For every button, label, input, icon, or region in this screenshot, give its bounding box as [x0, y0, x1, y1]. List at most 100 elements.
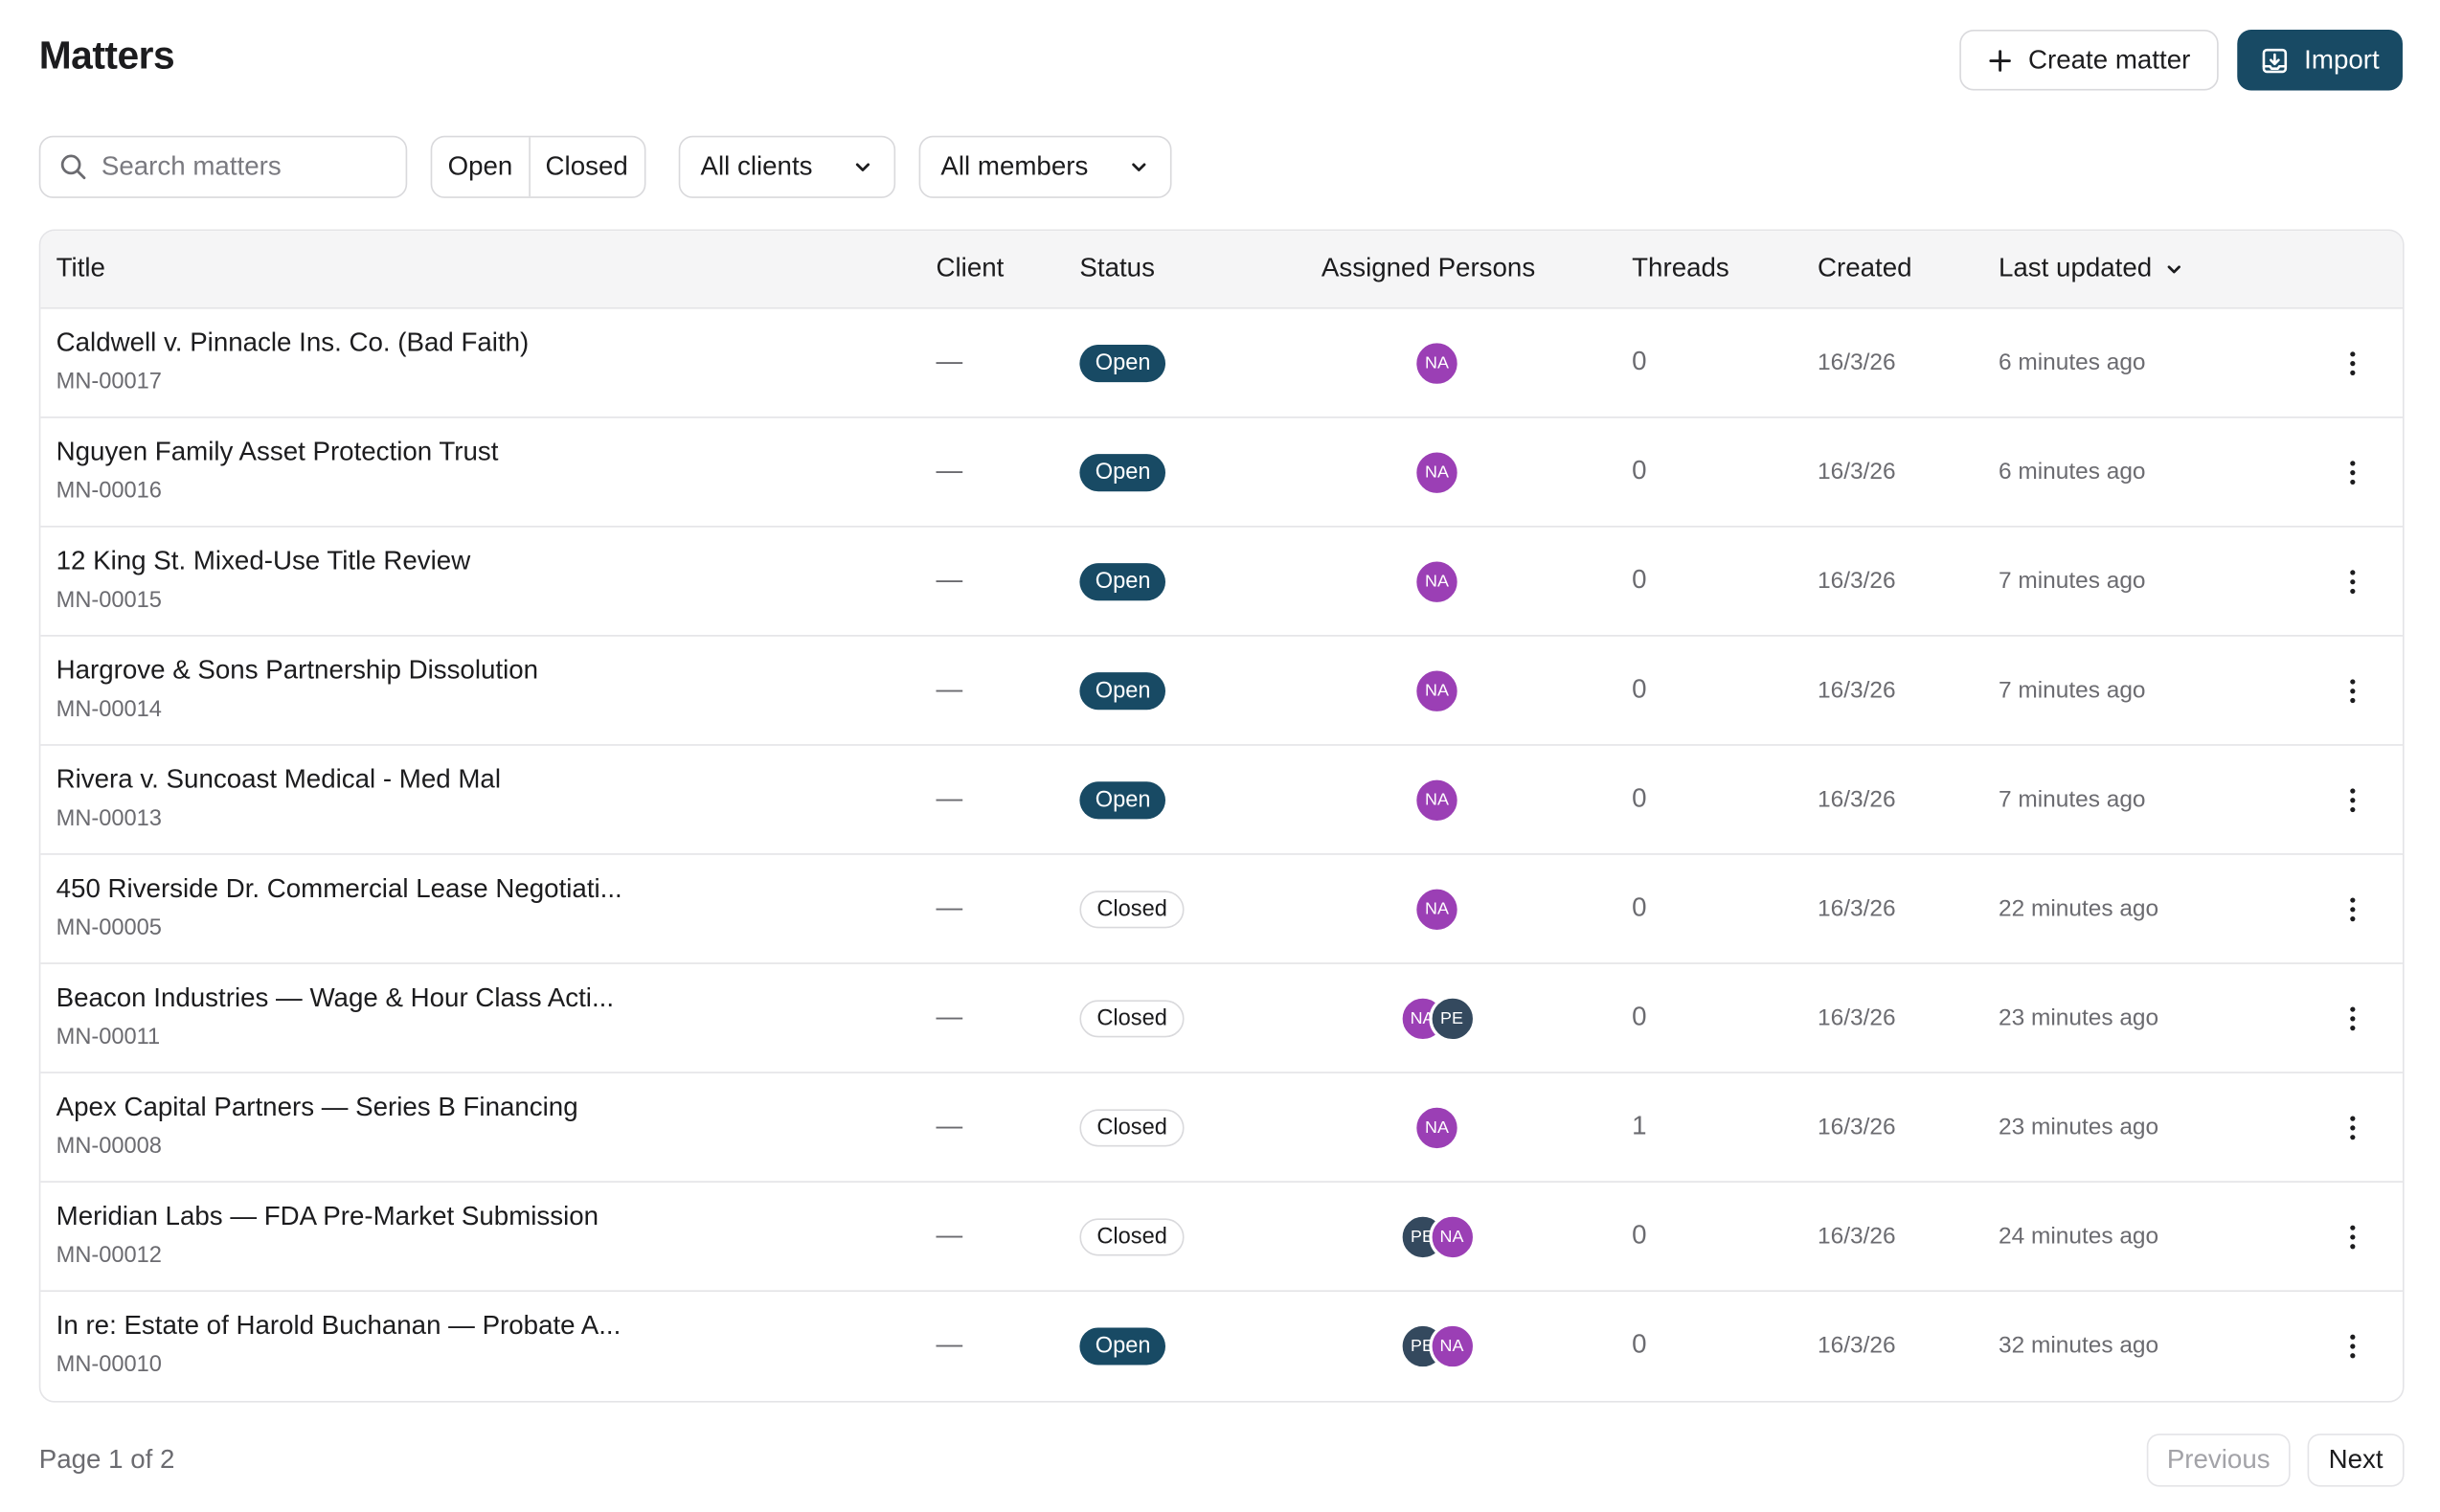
more-vertical-icon	[2350, 1006, 2356, 1031]
column-header-created[interactable]: Created	[1818, 252, 1912, 282]
row-menu-button[interactable]	[2338, 1329, 2369, 1364]
matter-title[interactable]: Rivera v. Suncoast Medical - Med Mal	[56, 764, 501, 795]
table-row[interactable]: Apex Capital Partners — Series B Financi…	[40, 1073, 2403, 1183]
table-row[interactable]: Rivera v. Suncoast Medical - Med Mal MN-0…	[40, 746, 2403, 855]
table-row[interactable]: Meridian Labs — FDA Pre-Market Submissio…	[40, 1183, 2403, 1292]
pagination-info: Page 1 of 2	[38, 1444, 175, 1475]
created-date: 16/3/26	[1818, 349, 1896, 376]
more-vertical-icon	[2350, 570, 2356, 595]
row-menu-button[interactable]	[2338, 1220, 2369, 1254]
table-row[interactable]: Beacon Industries — Wage & Hour Class Ac…	[40, 964, 2403, 1073]
more-vertical-icon	[2350, 679, 2356, 704]
assigned-avatars: NA	[1413, 886, 1460, 934]
threads-count: 0	[1632, 782, 1647, 813]
plus-icon	[1989, 49, 2011, 71]
column-header-title[interactable]: Title	[56, 252, 105, 282]
matter-title[interactable]: Nguyen Family Asset Protection Trust	[56, 437, 499, 467]
column-header-last-updated[interactable]: Last updated	[1999, 253, 2184, 284]
table-row[interactable]: Caldwell v. Pinnacle Ins. Co. (Bad Faith…	[40, 309, 2403, 418]
threads-count: 0	[1632, 1329, 1647, 1360]
status-badge: Closed	[1079, 891, 1185, 929]
matter-title[interactable]: Caldwell v. Pinnacle Ins. Co. (Bad Faith…	[56, 327, 530, 358]
search-icon	[60, 154, 86, 180]
matter-id: MN-00012	[56, 1243, 162, 1269]
avatar: NA	[1428, 1213, 1476, 1261]
matter-title[interactable]: Meridian Labs — FDA Pre-Market Submissio…	[56, 1201, 599, 1231]
assigned-avatars: NA	[1413, 777, 1460, 824]
threads-count: 0	[1632, 673, 1647, 704]
row-menu-button[interactable]	[2338, 892, 2369, 927]
client-value: —	[936, 564, 963, 595]
threads-count: 1	[1632, 1110, 1647, 1140]
threads-count: 0	[1632, 1220, 1647, 1250]
client-value: —	[936, 1110, 963, 1140]
more-vertical-icon	[2350, 897, 2356, 922]
status-closed-option[interactable]: Closed	[528, 137, 644, 197]
column-header-threads[interactable]: Threads	[1632, 252, 1729, 282]
table-row[interactable]: 12 King St. Mixed-Use Title Review MN-000…	[40, 528, 2403, 637]
import-button[interactable]: Import	[2237, 29, 2403, 91]
matter-id: MN-00010	[56, 1352, 162, 1378]
assigned-avatars: NA	[1413, 340, 1460, 388]
last-updated: 24 minutes ago	[1999, 1223, 2159, 1250]
clients-filter-dropdown[interactable]: All clients	[678, 135, 896, 198]
row-menu-button[interactable]	[2338, 1002, 2369, 1036]
status-badge: Closed	[1079, 1000, 1185, 1038]
matter-id: MN-00016	[56, 479, 162, 505]
more-vertical-icon	[2350, 1225, 2356, 1250]
matter-title[interactable]: 12 King St. Mixed-Use Title Review	[56, 546, 471, 576]
members-filter-label: All members	[940, 151, 1089, 181]
table-row[interactable]: Nguyen Family Asset Protection Trust MN-0…	[40, 418, 2403, 528]
row-menu-button[interactable]	[2338, 456, 2369, 490]
create-matter-label: Create matter	[2028, 44, 2191, 75]
matter-title[interactable]: Beacon Industries — Wage & Hour Class Ac…	[56, 982, 615, 1013]
table-row[interactable]: In re: Estate of Harold Buchanan — Proba…	[40, 1292, 2403, 1401]
column-header-client[interactable]: Client	[936, 252, 1005, 282]
matter-id: MN-00011	[56, 1025, 161, 1050]
next-page-button[interactable]: Next	[2307, 1433, 2405, 1487]
status-badge: Open	[1079, 672, 1166, 711]
table-row[interactable]: Hargrove & Sons Partnership Dissolution M…	[40, 637, 2403, 746]
search-box[interactable]	[38, 135, 408, 198]
members-filter-dropdown[interactable]: All members	[918, 135, 1172, 198]
avatar: NA	[1413, 886, 1460, 934]
avatar: PE	[1428, 995, 1476, 1043]
row-menu-button[interactable]	[2338, 674, 2369, 709]
threads-count: 0	[1632, 564, 1647, 595]
row-menu-button[interactable]	[2338, 347, 2369, 381]
matter-id: MN-00008	[56, 1134, 162, 1160]
matter-title[interactable]: In re: Estate of Harold Buchanan — Proba…	[56, 1310, 621, 1341]
row-menu-button[interactable]	[2338, 783, 2369, 818]
created-date: 16/3/26	[1818, 1332, 1896, 1360]
created-date: 16/3/26	[1818, 786, 1896, 813]
column-header-assigned[interactable]: Assigned Persons	[1321, 252, 1536, 282]
threads-count: 0	[1632, 891, 1647, 922]
created-date: 16/3/26	[1818, 895, 1896, 922]
search-input[interactable]	[101, 151, 383, 183]
chevron-down-icon	[855, 163, 870, 171]
matter-title[interactable]: 450 Riverside Dr. Commercial Lease Negot…	[56, 873, 622, 904]
status-open-option[interactable]: Open	[447, 151, 513, 181]
column-header-status[interactable]: Status	[1079, 252, 1155, 282]
client-value: —	[936, 346, 963, 376]
matter-id: MN-00014	[56, 697, 162, 723]
more-vertical-icon	[2350, 351, 2356, 375]
assigned-avatars: NA	[1413, 449, 1460, 497]
last-updated: 6 minutes ago	[1999, 458, 2146, 485]
table-row[interactable]: 450 Riverside Dr. Commercial Lease Negot…	[40, 855, 2403, 964]
client-value: —	[936, 455, 963, 485]
status-badge: Closed	[1079, 1218, 1185, 1256]
matter-title[interactable]: Apex Capital Partners — Series B Financi…	[56, 1092, 578, 1122]
row-menu-button[interactable]	[2338, 1111, 2369, 1145]
matter-id: MN-00017	[56, 370, 162, 395]
avatar: NA	[1428, 1322, 1476, 1370]
assigned-avatars: PE NA	[1398, 1213, 1476, 1261]
status-badge: Open	[1079, 563, 1166, 601]
create-matter-button[interactable]: Create matter	[1959, 29, 2219, 91]
avatar: NA	[1413, 340, 1460, 388]
previous-page-button[interactable]: Previous	[2146, 1433, 2291, 1487]
matter-title[interactable]: Hargrove & Sons Partnership Dissolution	[56, 655, 539, 686]
sort-chevron-down-icon	[2168, 264, 2181, 273]
row-menu-button[interactable]	[2338, 565, 2369, 599]
